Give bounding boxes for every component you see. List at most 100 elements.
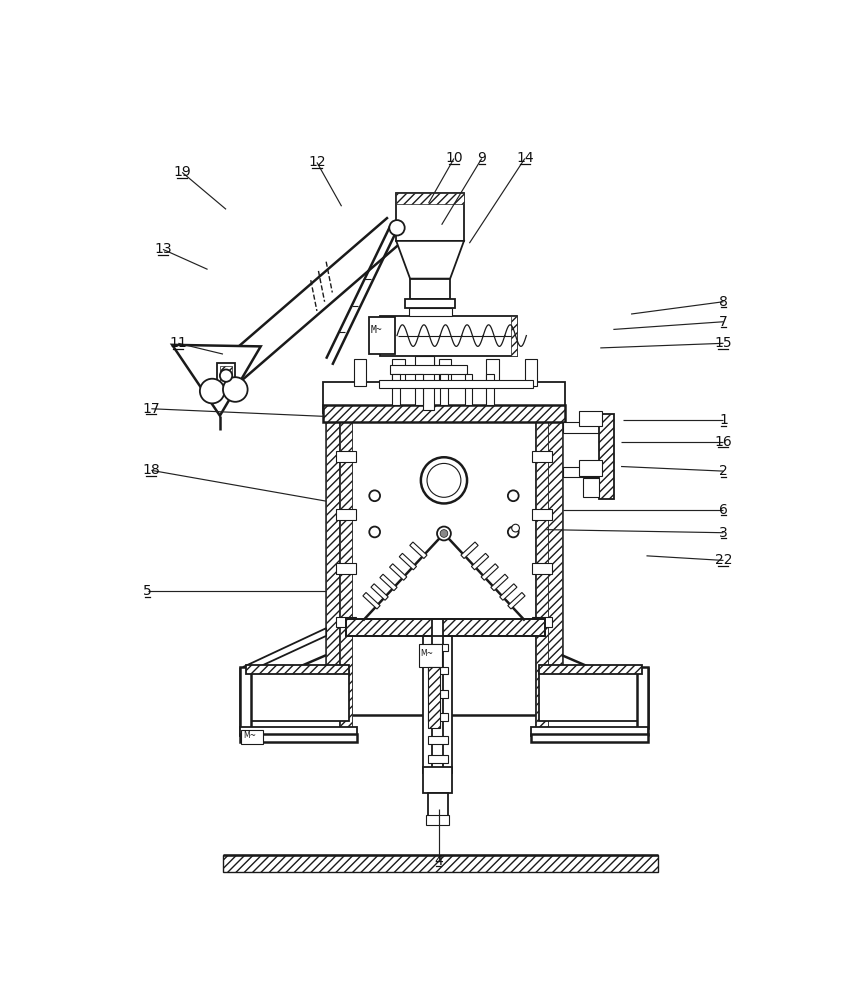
Bar xyxy=(579,460,602,476)
Polygon shape xyxy=(499,584,517,600)
Text: 9: 9 xyxy=(477,151,486,165)
Polygon shape xyxy=(380,574,397,591)
Bar xyxy=(539,671,642,721)
Polygon shape xyxy=(390,564,407,580)
Bar xyxy=(532,563,551,574)
Bar xyxy=(240,734,357,742)
Bar xyxy=(535,405,548,736)
Circle shape xyxy=(421,457,467,503)
Circle shape xyxy=(220,369,233,382)
Text: 17: 17 xyxy=(143,402,160,416)
Bar xyxy=(249,674,346,718)
Bar xyxy=(340,405,352,736)
Circle shape xyxy=(389,220,404,235)
Bar xyxy=(409,308,451,316)
Bar xyxy=(369,317,396,354)
Text: 8: 8 xyxy=(719,295,728,309)
Bar xyxy=(392,359,404,386)
Circle shape xyxy=(440,530,448,537)
Text: 19: 19 xyxy=(174,165,191,179)
Bar xyxy=(323,405,565,422)
Bar xyxy=(354,359,366,386)
Bar xyxy=(486,359,498,386)
Bar xyxy=(336,509,357,520)
Bar xyxy=(439,359,451,386)
Bar xyxy=(223,855,658,872)
Text: 4: 4 xyxy=(434,854,443,868)
Bar xyxy=(532,451,551,462)
Bar xyxy=(428,690,448,698)
Bar xyxy=(433,619,443,811)
Bar xyxy=(380,316,517,356)
Bar xyxy=(336,451,357,462)
Bar xyxy=(428,667,448,674)
Polygon shape xyxy=(399,553,416,570)
Polygon shape xyxy=(471,553,489,570)
Bar xyxy=(336,617,357,627)
Text: 5: 5 xyxy=(143,584,152,598)
Bar xyxy=(410,279,450,299)
Circle shape xyxy=(369,490,380,501)
Bar xyxy=(336,563,357,574)
Bar xyxy=(379,380,533,388)
Text: 12: 12 xyxy=(308,155,326,169)
Bar xyxy=(396,193,464,204)
Circle shape xyxy=(223,377,248,402)
Polygon shape xyxy=(363,592,380,609)
Bar xyxy=(326,416,341,715)
Text: 15: 15 xyxy=(715,336,732,350)
Circle shape xyxy=(508,527,519,537)
Bar xyxy=(346,619,545,636)
Text: 22: 22 xyxy=(715,553,732,567)
Text: M~: M~ xyxy=(371,325,382,335)
Bar xyxy=(240,667,251,728)
Bar xyxy=(396,193,464,241)
Text: 6: 6 xyxy=(719,503,728,517)
Bar xyxy=(346,619,545,636)
Bar xyxy=(546,416,562,715)
Bar xyxy=(531,727,648,736)
Bar xyxy=(579,411,602,426)
Bar xyxy=(428,793,448,816)
Text: 1: 1 xyxy=(719,413,728,427)
Polygon shape xyxy=(396,241,464,279)
Bar xyxy=(563,466,600,477)
Bar xyxy=(428,736,448,744)
Bar xyxy=(637,667,648,728)
Polygon shape xyxy=(491,574,508,591)
Bar xyxy=(427,815,450,825)
Bar xyxy=(246,671,349,721)
Polygon shape xyxy=(410,542,427,559)
Text: 16: 16 xyxy=(715,435,733,449)
Text: 10: 10 xyxy=(445,151,463,165)
Bar xyxy=(428,713,448,721)
Bar xyxy=(217,363,235,388)
Bar xyxy=(428,644,448,651)
Bar xyxy=(531,734,648,742)
Polygon shape xyxy=(461,542,478,559)
Bar xyxy=(532,617,551,627)
Bar xyxy=(392,374,400,405)
Bar xyxy=(428,667,440,728)
Bar xyxy=(511,316,517,356)
Bar xyxy=(539,665,642,674)
Bar xyxy=(423,619,452,773)
Text: 2: 2 xyxy=(719,464,728,478)
Bar xyxy=(416,356,434,368)
Bar xyxy=(598,414,614,499)
Bar xyxy=(419,644,442,667)
Text: M~: M~ xyxy=(420,649,433,658)
Circle shape xyxy=(427,463,461,497)
Bar xyxy=(542,674,639,718)
Bar xyxy=(563,422,600,433)
Bar xyxy=(583,478,598,497)
Bar xyxy=(486,374,494,405)
Text: 18: 18 xyxy=(143,463,160,477)
Text: 11: 11 xyxy=(169,336,187,350)
Bar xyxy=(525,359,537,386)
Polygon shape xyxy=(508,592,525,609)
Bar xyxy=(465,374,473,405)
Bar xyxy=(428,755,448,763)
Circle shape xyxy=(369,527,380,537)
Circle shape xyxy=(512,524,520,532)
